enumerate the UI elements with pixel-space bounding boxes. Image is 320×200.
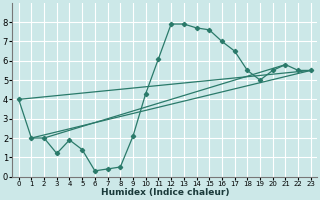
X-axis label: Humidex (Indice chaleur): Humidex (Indice chaleur)	[100, 188, 229, 197]
